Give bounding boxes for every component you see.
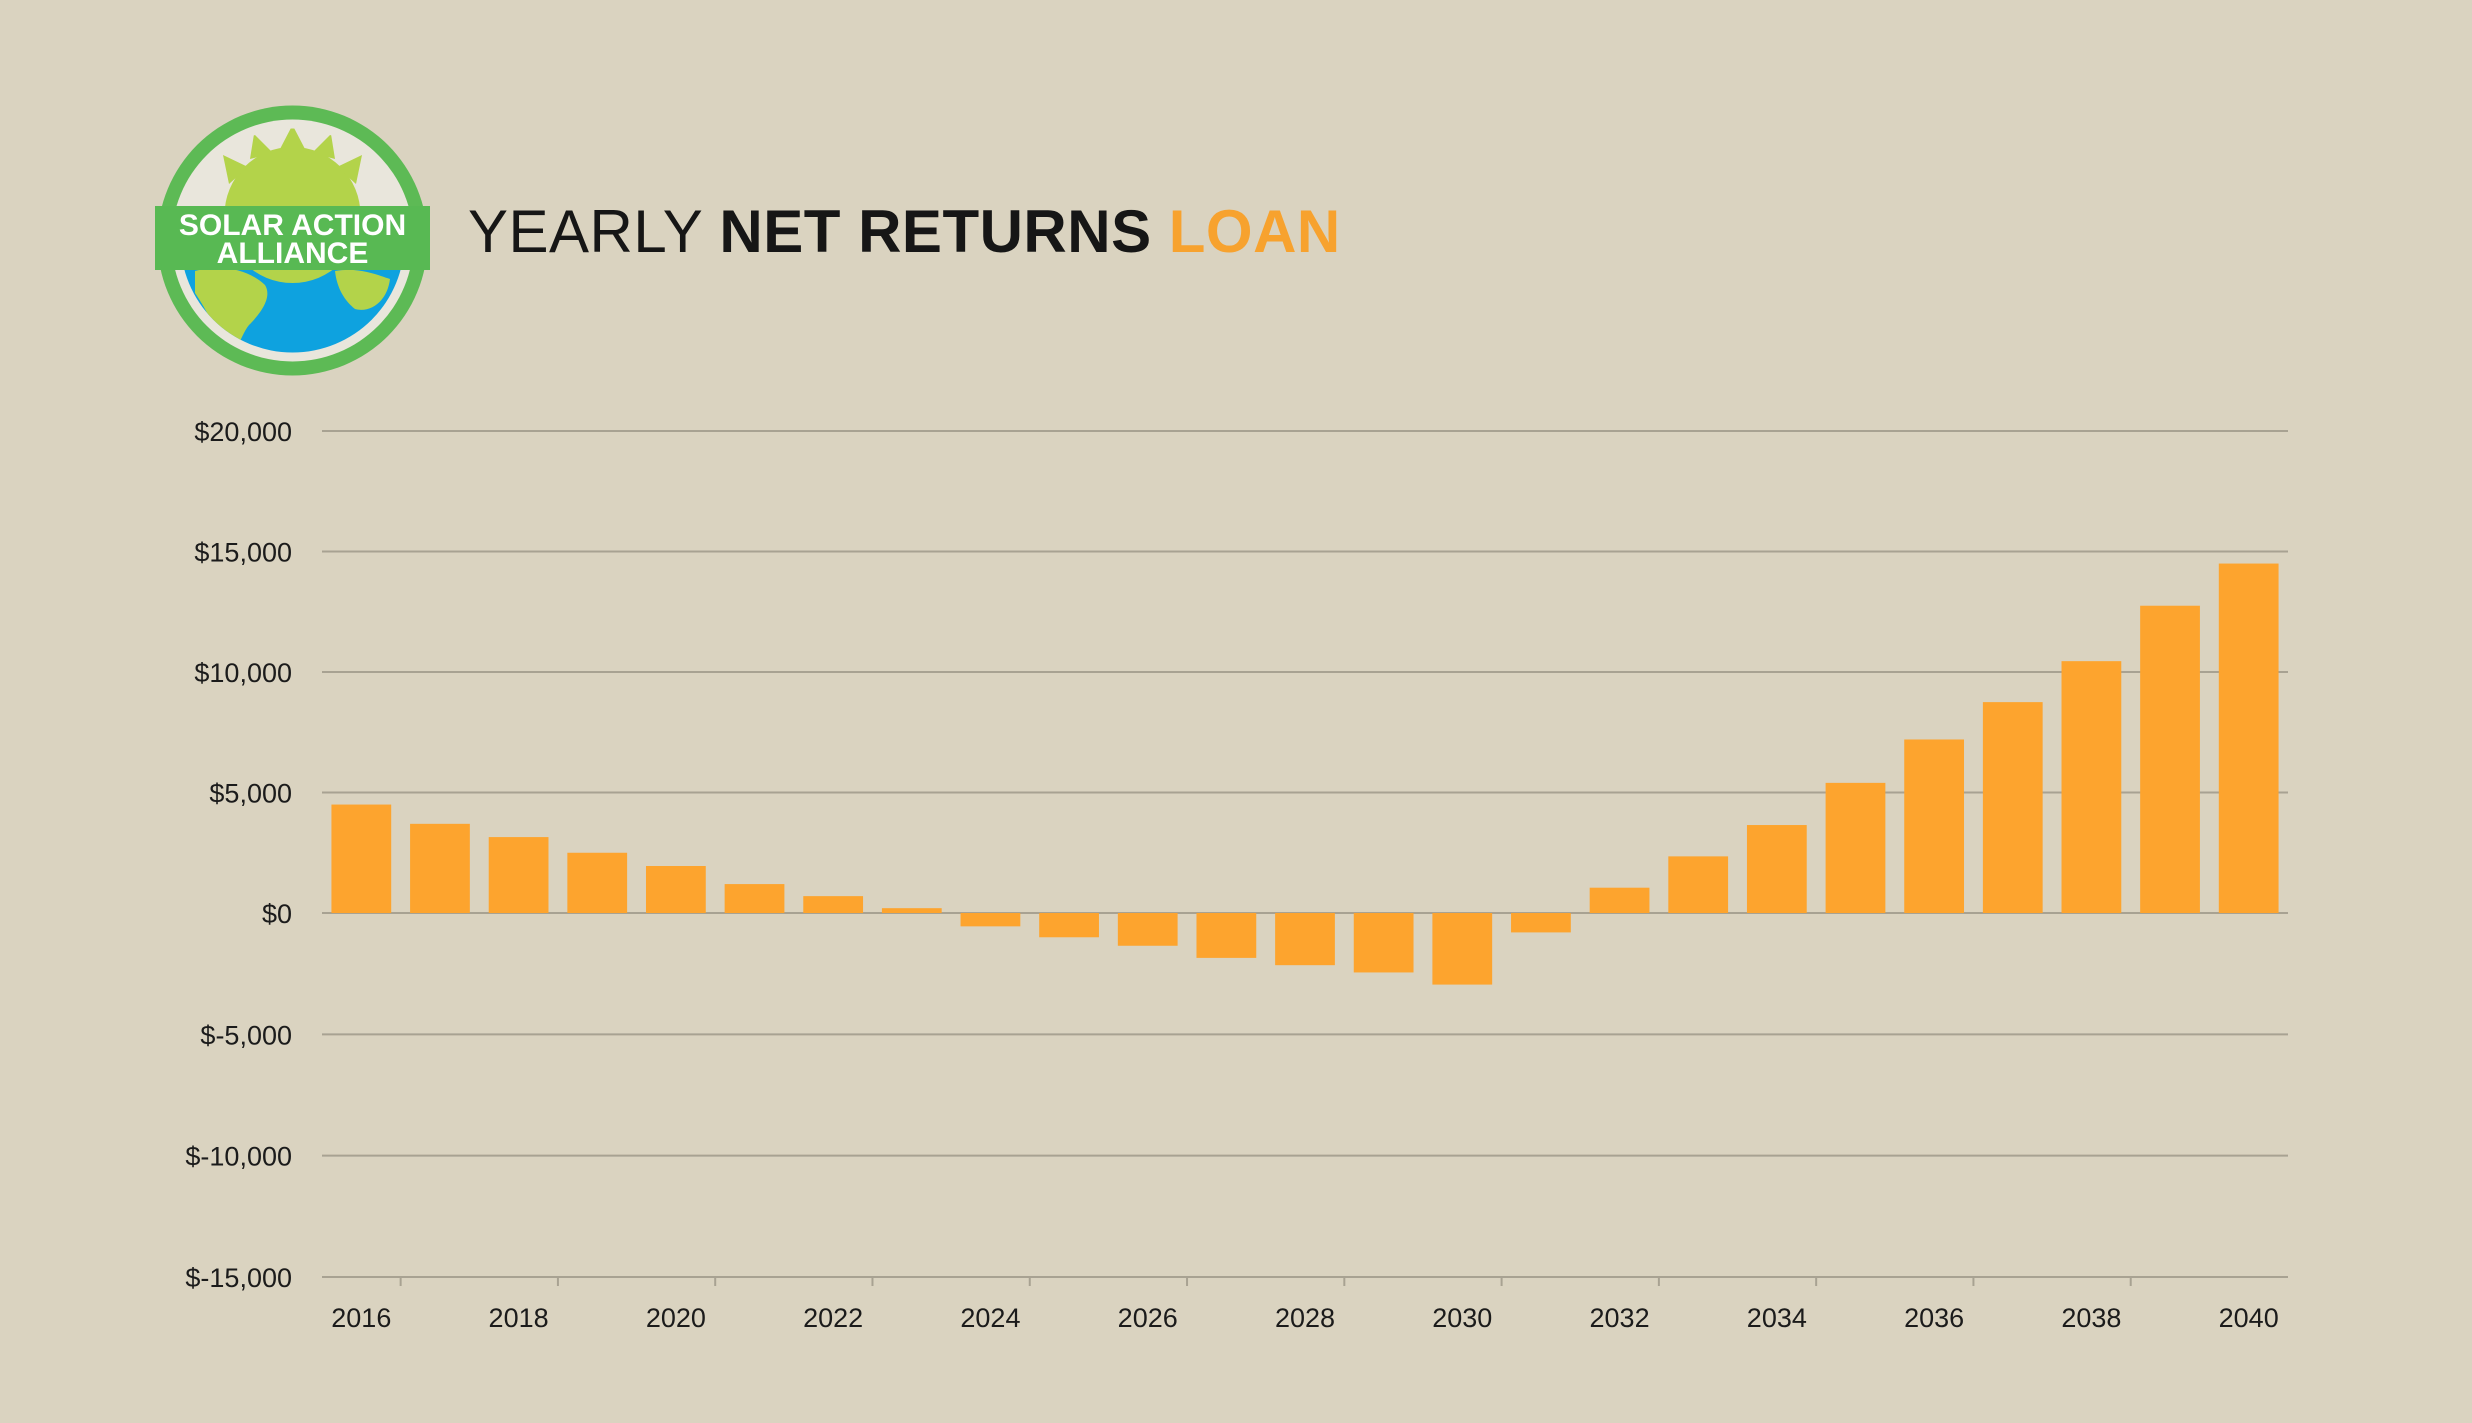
bar-2038	[2061, 661, 2122, 913]
bar-2030	[1432, 913, 1493, 985]
bar-2026	[1117, 913, 1178, 946]
solar-action-alliance-logo: SOLAR ACTION ALLIANCE	[155, 105, 430, 376]
x-tick-label: 2028	[1275, 1303, 1335, 1333]
bar-2034	[1746, 825, 1807, 913]
x-tick-label: 2032	[1590, 1303, 1650, 1333]
x-tick-label: 2016	[331, 1303, 391, 1333]
x-tick-label: 2034	[1747, 1303, 1807, 1333]
bar-2040	[2218, 563, 2279, 913]
logo-text-line1: SOLAR ACTION	[179, 209, 406, 242]
bar-2021	[724, 884, 785, 913]
bar-2039	[2140, 605, 2200, 913]
bar-2017	[410, 823, 470, 913]
bars	[331, 563, 2279, 985]
x-tick-label: 2030	[1432, 1303, 1492, 1333]
x-tick-label: 2024	[960, 1303, 1020, 1333]
y-tick-label: $-5,000	[200, 1020, 292, 1050]
logo-text-line2: ALLIANCE	[217, 237, 369, 270]
y-tick-label: $0	[262, 899, 292, 929]
bar-2018	[488, 837, 549, 913]
logo-band	[155, 206, 430, 270]
bar-2024	[960, 913, 1021, 927]
y-tick-label: $10,000	[194, 658, 292, 688]
bar-2020	[645, 866, 706, 913]
x-tick-label: 2036	[1904, 1303, 1964, 1333]
bar-2029	[1353, 913, 1414, 973]
bar-2031	[1511, 913, 1571, 933]
y-axis-labels: $20,000 $15,000 $10,000 $5,000 $0 $-5,000 $-10…	[185, 417, 292, 1293]
x-tick-label: 2018	[489, 1303, 549, 1333]
bar-2032	[1589, 887, 1650, 913]
bar-2023	[881, 908, 942, 913]
x-tick-label: 2022	[803, 1303, 863, 1333]
bar-2036	[1904, 739, 1965, 913]
y-tick-label: $5,000	[209, 779, 292, 809]
x-axis: 2016 2018 2020 2022 2024 2026 2028 2030 2032 2034…	[331, 1277, 2279, 1333]
bar-2028	[1275, 913, 1335, 966]
x-tick-label: 2040	[2219, 1303, 2279, 1333]
bar-2035	[1825, 782, 1886, 913]
bar-2019	[567, 852, 628, 913]
x-tick-label: 2026	[1118, 1303, 1178, 1333]
bar-2027	[1196, 913, 1257, 958]
bar-2016	[331, 804, 392, 913]
title-part-yearly: YEARLY	[468, 198, 720, 265]
bar-2037	[1982, 702, 2043, 913]
y-tick-label: $20,000	[194, 417, 292, 447]
y-tick-label: $15,000	[194, 538, 292, 568]
bar-2022	[803, 896, 864, 913]
chart-title: YEARLY NET RETURNS LOAN	[468, 196, 1341, 268]
x-tick-label: 2020	[646, 1303, 706, 1333]
y-tick-label: $-10,000	[185, 1142, 292, 1172]
title-part-net-returns: NET RETURNS	[719, 198, 1152, 265]
x-tick-label: 2038	[2061, 1303, 2121, 1333]
bar-2033	[1668, 856, 1729, 913]
bar-2025	[1039, 913, 1099, 938]
y-tick-label: $-15,000	[185, 1263, 292, 1293]
title-part-loan: LOAN	[1151, 198, 1341, 265]
